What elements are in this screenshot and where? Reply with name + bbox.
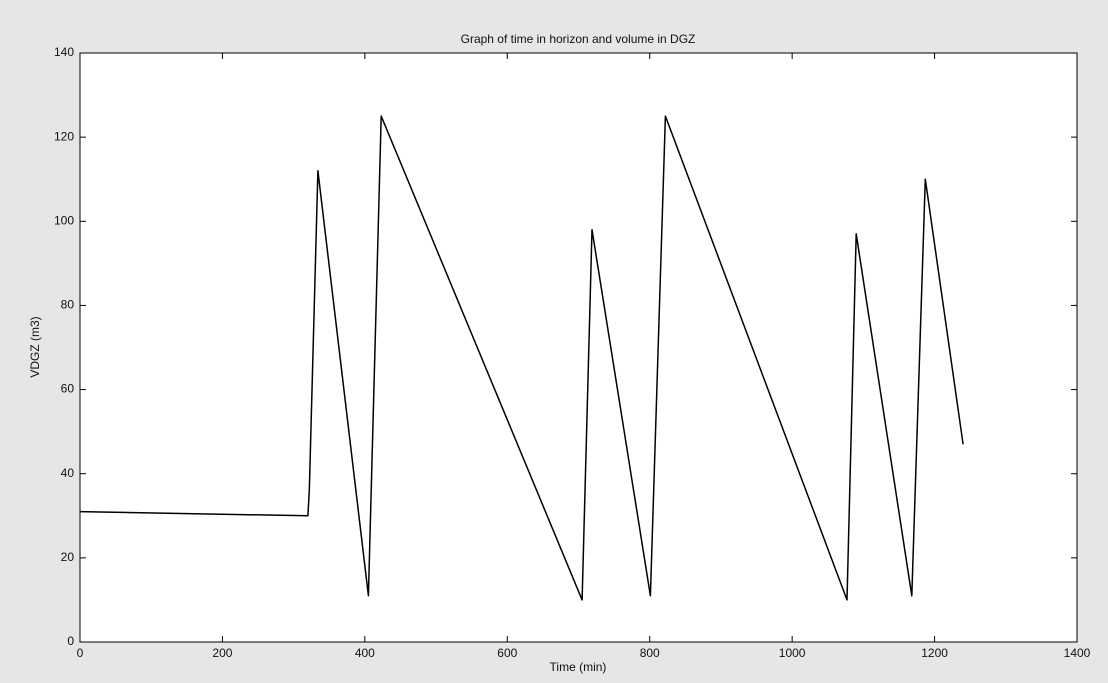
x-tick-label: 1000 bbox=[779, 646, 806, 660]
data-line bbox=[79, 115, 964, 601]
plot-area bbox=[79, 52, 1078, 643]
x-tick-label: 400 bbox=[355, 646, 375, 660]
x-tick-label: 200 bbox=[212, 646, 232, 660]
x-axis-label: Time (min) bbox=[550, 660, 607, 674]
y-tick-label: 80 bbox=[61, 298, 75, 312]
x-tick-label: 1400 bbox=[1064, 646, 1091, 660]
y-tick-label: 40 bbox=[61, 466, 75, 480]
y-tick-label: 20 bbox=[61, 550, 75, 564]
y-axis-label: VDGZ (m3) bbox=[28, 316, 42, 377]
x-tick-label: 1200 bbox=[921, 646, 948, 660]
y-tick-label: 100 bbox=[54, 213, 74, 227]
x-tick-label: 0 bbox=[77, 646, 84, 660]
y-tick-label: 0 bbox=[67, 634, 74, 648]
y-tick-label: 140 bbox=[54, 45, 74, 59]
chart-title: Graph of time in horizon and volume in D… bbox=[461, 32, 696, 46]
y-tick-label: 60 bbox=[61, 382, 75, 396]
x-tick-label: 800 bbox=[640, 646, 660, 660]
y-tick-label: 120 bbox=[54, 129, 74, 143]
x-tick-label: 600 bbox=[497, 646, 517, 660]
